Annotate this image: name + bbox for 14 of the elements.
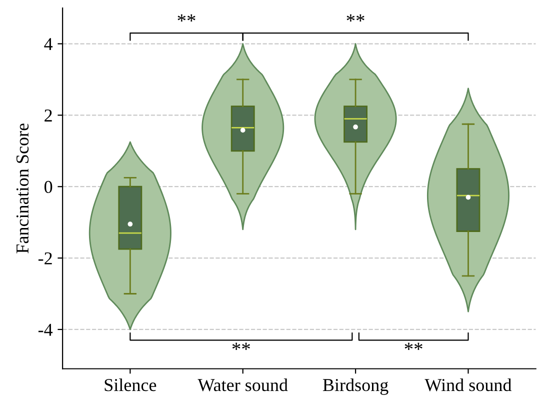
annotation: ** bbox=[346, 14, 364, 22]
x-tick-label: Wind sound bbox=[424, 378, 512, 392]
y-tick-label: -2 bbox=[38, 252, 52, 264]
x-tick-label: Silence bbox=[104, 378, 156, 392]
annotation: ** bbox=[404, 342, 422, 350]
y-tick-label: 2 bbox=[44, 110, 52, 122]
x-tick-label: Water sound bbox=[198, 378, 288, 392]
annotation: ** bbox=[232, 342, 250, 350]
x-tick-label: Birdsong bbox=[322, 378, 388, 395]
y-axis-title: Fancination Score bbox=[16, 124, 29, 254]
y-tick-label: 0 bbox=[44, 180, 52, 194]
y-tick-label: -4 bbox=[38, 324, 53, 336]
annotation: ** bbox=[178, 14, 196, 22]
y-tick-label: 4 bbox=[44, 38, 53, 50]
